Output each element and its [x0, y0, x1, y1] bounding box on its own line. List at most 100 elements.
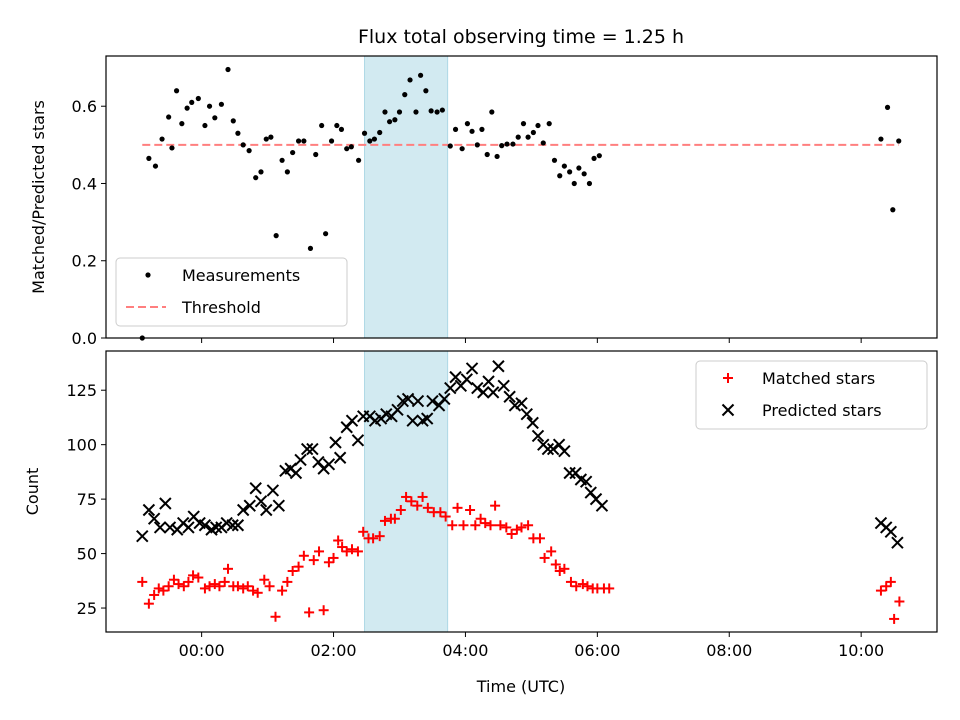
matched-stars-point — [571, 581, 582, 592]
measurements-point — [423, 88, 429, 94]
predicted-stars-point — [236, 503, 250, 517]
y-tick-label: 0.0 — [72, 329, 97, 348]
predicted-stars-point — [449, 370, 462, 384]
matched-stars-point — [314, 546, 325, 557]
matched-stars-point — [193, 572, 204, 583]
matched-stars-point — [277, 585, 288, 596]
predicted-stars-point — [520, 407, 533, 421]
matched-stars-point — [158, 585, 169, 596]
predicted-stars-point — [482, 375, 495, 388]
predicted-stars-point — [497, 379, 510, 393]
matched-stars-point — [248, 585, 259, 596]
y-tick-label: 50 — [77, 545, 97, 564]
matched-stars-point — [550, 559, 561, 570]
matched-stars-point — [183, 576, 194, 587]
ratio-y-axis-label: Matched/Predicted stars — [29, 100, 48, 294]
measurements-point — [464, 121, 471, 127]
count-points — [136, 360, 905, 624]
measurements-point — [230, 118, 236, 124]
measurements-point — [515, 134, 521, 140]
matched-stars-point — [516, 522, 527, 533]
x-tick-label: 10:00 — [838, 641, 884, 660]
matched-stars-point — [480, 518, 491, 529]
measurements-point — [484, 151, 490, 158]
measurements-point — [307, 245, 314, 251]
matched-stars-point — [422, 502, 433, 513]
measurements-point — [361, 130, 368, 136]
measurements-point — [546, 121, 552, 127]
predicted-stars-point — [306, 442, 319, 456]
predicted-stars-point — [345, 414, 359, 427]
measurements-point — [290, 149, 296, 156]
predicted-stars-point — [503, 390, 516, 403]
highlight-span-bottom — [364, 350, 449, 633]
x-tick-label: 06:00 — [574, 641, 620, 660]
count-plot-frame — [105, 350, 938, 633]
count-x-ticks: 00:00 02:00 04:00 06:00 08:00 10:00 — [179, 632, 884, 660]
ratio-x-ticks — [201, 338, 862, 343]
measurements-point — [510, 141, 516, 147]
legend-measurements-point — [145, 272, 151, 278]
predicted-stars-point — [411, 394, 425, 408]
matched-stars-point — [328, 552, 339, 563]
measurements-point — [499, 143, 505, 149]
legend-entry-label: Threshold — [181, 298, 261, 317]
y-tick-label: 25 — [77, 599, 97, 618]
predicted-stars-point — [508, 399, 522, 412]
matched-stars-point — [168, 574, 179, 585]
measurements-point — [557, 173, 563, 179]
measurements-point — [195, 95, 201, 102]
measurements-point — [206, 103, 213, 109]
matched-stars-point — [554, 566, 565, 577]
measurements-point — [474, 142, 480, 148]
matched-stars-point — [875, 585, 886, 596]
matched-stars-point — [178, 581, 189, 592]
matched-stars-point — [534, 533, 545, 544]
legend-entry-label: Matched stars — [762, 369, 875, 388]
matched-stars-point — [358, 526, 369, 537]
predicted-stars-point — [294, 453, 307, 467]
measurements-point — [530, 129, 536, 136]
measurements-point — [253, 175, 259, 181]
measurements-point — [323, 231, 329, 237]
measurements-point — [169, 145, 175, 151]
predicted-stars-point — [595, 499, 609, 512]
measurements-point — [407, 77, 413, 83]
predicted-stars-point — [541, 442, 555, 456]
matched-stars-point — [214, 581, 225, 592]
matched-stars-point — [223, 563, 234, 574]
legend-predicted-stars-point — [721, 403, 735, 417]
predicted-stars-point — [254, 495, 268, 508]
x-tick-label: 02:00 — [310, 641, 356, 660]
matched-stars-point — [406, 496, 417, 507]
matched-stars-point — [577, 579, 588, 590]
measurements-point — [146, 155, 152, 161]
matched-stars-point — [219, 576, 230, 587]
measurements-point — [263, 136, 269, 142]
matched-stars-point — [143, 598, 154, 609]
measurements-point — [591, 155, 597, 161]
ratio-legend: Measurements Threshold — [115, 257, 348, 327]
matched-stars-point — [465, 505, 476, 516]
matched-stars-point — [270, 611, 281, 622]
matched-stars-point — [352, 546, 363, 557]
matched-stars-point — [341, 546, 352, 557]
matched-stars-point — [523, 520, 534, 531]
matched-stars-point — [475, 513, 486, 524]
measurements-point — [494, 153, 500, 160]
measurements-point — [240, 142, 246, 148]
matched-stars-point — [368, 533, 379, 544]
matched-stars-point — [163, 581, 174, 592]
observing-window-span — [364, 55, 449, 339]
measurements-point — [561, 163, 567, 169]
matched-stars-point — [347, 544, 358, 555]
highlight-span-top — [364, 55, 449, 339]
measurements-point — [279, 157, 285, 163]
count-legend: Matched stars Predicted stars — [695, 360, 928, 430]
y-tick-label: 0.6 — [72, 97, 97, 116]
predicted-stars-point — [351, 434, 365, 447]
measurements-point — [504, 141, 510, 147]
measurements-point — [413, 109, 419, 115]
ratio-panel: 0.0 0.2 0.4 0.6 Matched/Predicted stars Mea… — [29, 55, 938, 348]
measurements-point — [334, 122, 340, 129]
